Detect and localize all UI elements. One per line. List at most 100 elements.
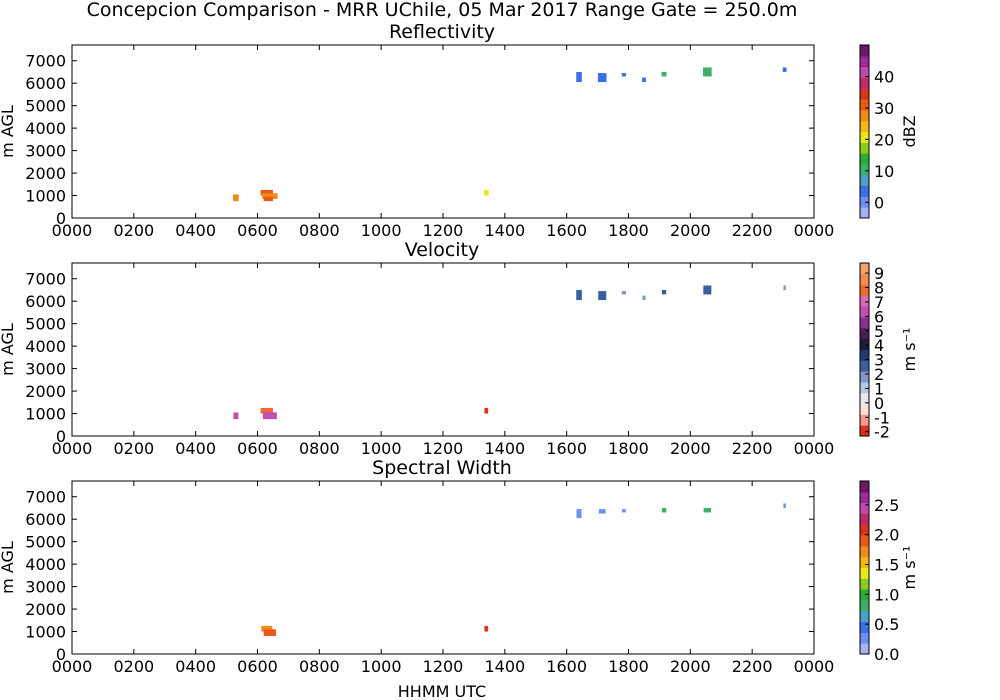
colorbar-tick-label: 1 [874,379,884,398]
colorbar-segment [860,120,869,132]
x-tick-label: 1200 [423,221,464,240]
colorbar-label: m s⁻¹ [900,328,919,372]
data-cell [260,189,273,196]
colorbar-segment [860,502,869,514]
colorbar-segment [860,524,869,536]
y-tick-label: 4000 [25,555,66,574]
y-tick-label: 3000 [25,578,66,597]
colorbar-tick-label: 6 [874,307,884,326]
colorbar-tick-label: 0.0 [874,645,899,664]
colorbar-segment [860,88,869,100]
colorbar-segment [860,381,869,394]
y-tick-label: 2000 [25,600,66,619]
colorbar-tick-label: 1.0 [874,585,899,604]
y-tick-label: 7000 [25,488,66,507]
data-cell [262,412,277,420]
colorbar-segment [860,263,869,275]
data-cell [621,73,627,77]
y-tick-label: 5000 [25,315,66,334]
colorbar-tick-label: 3 [874,351,884,370]
colorbar: 0 10 20 30 40 dBZ [859,44,919,219]
colorbar-segment [860,327,869,340]
colorbar-segment [860,621,869,633]
x-tick-label: 1400 [484,439,525,458]
y-tick-label: 3000 [25,360,66,379]
colorbar-segment [860,153,869,165]
colorbar-segment [860,273,869,286]
colorbar-segment [860,491,869,504]
colorbar-tick-label: 0 [874,193,884,212]
colorbar-segment [860,567,869,579]
data-cell [621,291,627,295]
colorbar-segment [860,306,869,318]
panel-spectral-width: Spectral Width 0 1000 2000 3000 4000 5000 6000 7… [0,457,919,676]
x-tick-label: 0800 [299,439,340,458]
x-tick-label: 1200 [423,439,464,458]
data-cell [783,503,786,508]
colorbar-tick-label: 0.5 [874,615,899,634]
panel-title: Velocity [405,239,480,261]
colorbar-segment [860,196,869,208]
data-cell [263,629,277,637]
x-tick-label: 1600 [546,221,587,240]
data-cell [703,285,712,295]
x-tick-label: 1000 [361,221,402,240]
colorbar-segment [860,535,869,547]
colorbar-segment [860,371,869,383]
colorbar-tick-label: -1 [874,408,890,427]
colorbar-tick-label: 2.0 [874,526,899,545]
colorbar-segment [860,392,869,405]
x-tick-label: 0200 [113,439,154,458]
colorbar-segment [860,109,869,122]
colorbar-segment [860,545,869,558]
x-tick-label: 1800 [608,657,649,676]
x-tick-label: 1000 [361,439,402,458]
y-tick-label: 2000 [25,164,66,183]
x-tick-label: 0000 [794,221,835,240]
x-tick-label: 2200 [732,657,773,676]
y-tick-label: 6000 [25,292,66,311]
colorbar-tick-label: 0 [874,394,884,413]
x-tick-label: 2000 [670,221,711,240]
x-tick-label: 1600 [546,657,587,676]
colorbar-label: m s⁻¹ [900,546,919,590]
colorbar-segment [860,349,869,361]
colorbar-segment [860,295,869,307]
y-tick-label: 3000 [25,142,66,161]
x-tick-label: 0800 [299,221,340,240]
colorbar: 0.0 0.5 1.0 1.5 2.0 2.5 m s⁻¹ [859,480,919,664]
data-cell [576,71,582,83]
y-tick-label: 0 [56,645,66,664]
x-tick-label: 0000 [52,657,93,676]
x-tick-label: 1800 [608,221,649,240]
x-tick-label: 0600 [237,439,278,458]
data-cell [703,507,712,513]
colorbar-segment [860,185,869,197]
data-cell [661,507,667,513]
figure-title: Concepcion Comparison - MRR UChile, 05 M… [87,0,798,21]
data-cell [703,67,712,77]
y-tick-label: 6000 [25,74,66,93]
x-tick-label: 0000 [794,439,835,458]
colorbar-segment [860,513,869,525]
x-tick-label: 2000 [670,439,711,458]
colorbar-segment [860,414,869,426]
y-axis-label: m AGL [0,105,17,158]
x-tick-label: 0000 [52,439,93,458]
colorbar-segment [860,589,869,601]
y-axis-label: m AGL [0,323,17,376]
x-tick-label: 0000 [52,221,93,240]
y-tick-label: 6000 [25,510,66,529]
colorbar-segment [860,481,869,493]
colorbar-segment [860,55,869,68]
colorbar-segment [860,360,869,372]
y-tick-label: 2000 [25,382,66,401]
colorbar-segment [860,66,869,78]
x-tick-label: 2200 [732,439,773,458]
colorbar-segment [860,207,869,219]
data-cell [576,289,582,301]
data-cell [642,295,646,301]
colorbar-tick-label: 40 [874,67,894,86]
colorbar-segment [860,556,869,568]
